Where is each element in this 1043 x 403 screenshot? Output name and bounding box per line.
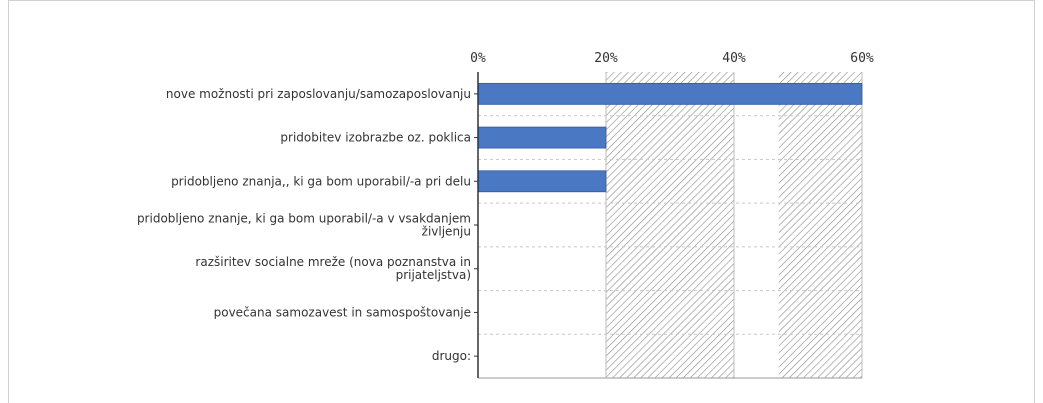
tick-label: 60% [850,51,874,66]
category-label: pridobljeno znanje, ki ga bom uporabil/-… [137,212,471,226]
bars [477,82,863,193]
chart-frame [8,0,1035,403]
tick-label: 20% [594,51,618,66]
bar [477,82,863,105]
plot-background [478,72,862,378]
tick-labels: 0% 20% 40% 60% [470,51,874,66]
tick-label: 40% [722,51,746,66]
category-labels: nove možnosti pri zaposlovanju/samozapos… [137,87,471,363]
category-label: pridobitev izobrazbe oz. poklica [280,131,471,145]
bar [477,170,607,193]
category-axis [474,72,479,378]
bar [477,126,607,149]
category-label: pridobljeno znanja,, ki ga bom uporabil/… [171,174,471,188]
category-label: drugo: [432,349,471,363]
category-label: življenju [422,225,471,239]
tick-label: 0% [470,51,486,66]
category-label: nove možnosti pri zaposlovanju/samozapos… [166,87,471,101]
category-label: prijateljstva) [396,268,471,282]
category-label: povečana samozavest in samospoštovanje [214,305,471,319]
category-label: razširitev socialne mreže (nova poznanst… [195,255,471,269]
plot-band [478,72,606,378]
plot-band [734,72,779,378]
